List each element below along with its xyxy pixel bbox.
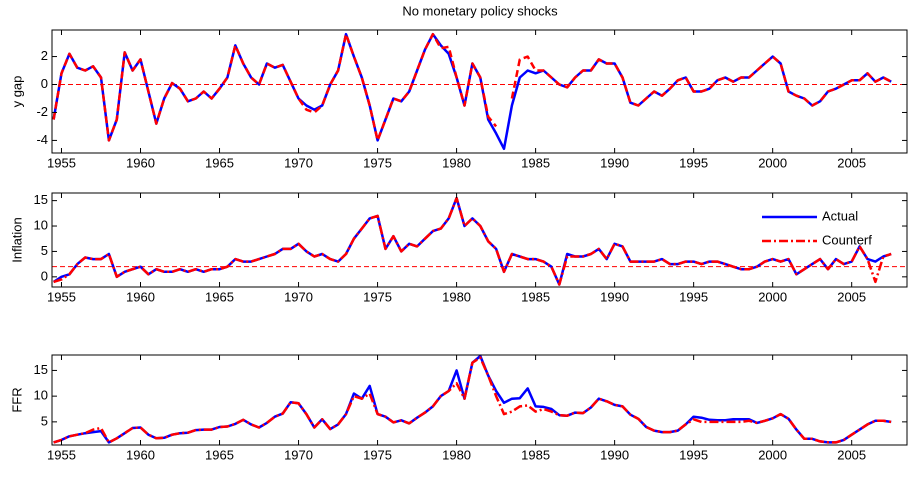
- x-tick-label: 2000: [758, 289, 787, 304]
- x-tick-label: 1975: [363, 289, 392, 304]
- y-tick-label: 15: [34, 362, 48, 377]
- series-line: [52, 32, 892, 142]
- x-tick-label: 1995: [679, 289, 708, 304]
- y-tick-label: 15: [34, 192, 48, 207]
- x-tick-label: 1985: [521, 289, 550, 304]
- y-tick-label: 10: [34, 388, 48, 403]
- x-tick-label: 1970: [284, 155, 313, 170]
- x-tick-label: 1960: [126, 447, 155, 462]
- x-tick-label: 1960: [126, 289, 155, 304]
- x-tick-label: 1995: [679, 155, 708, 170]
- x-tick-label: 2000: [758, 155, 787, 170]
- y-tick-label: 2: [41, 48, 48, 63]
- x-tick-label: 1955: [47, 447, 76, 462]
- x-tick-label: 1965: [205, 289, 234, 304]
- x-tick-label: 1965: [205, 447, 234, 462]
- plot-area: [52, 30, 907, 153]
- x-tick-label: 1985: [521, 447, 550, 462]
- y-axis-label: Inflation: [9, 217, 24, 263]
- x-tick-label: 1955: [47, 155, 76, 170]
- y-tick-label: 5: [41, 243, 48, 258]
- y-axis-label: FFR: [9, 387, 24, 412]
- y-tick-label: -4: [36, 132, 48, 147]
- y-tick-label: 5: [41, 413, 48, 428]
- x-tick-label: 1990: [600, 289, 629, 304]
- x-tick-label: 1980: [442, 155, 471, 170]
- y-tick-label: 10: [34, 217, 48, 232]
- x-tick-label: 2005: [837, 289, 866, 304]
- x-tick-label: 1960: [126, 155, 155, 170]
- x-tick-label: 1990: [600, 155, 629, 170]
- x-tick-label: 1990: [600, 447, 629, 462]
- legend-label: Actual: [822, 208, 858, 223]
- x-tick-label: 1970: [284, 447, 313, 462]
- y-axis-label: y gap: [9, 76, 24, 108]
- plot-area: [52, 193, 907, 287]
- y-tick-label: -2: [36, 104, 48, 119]
- plot-frame: [51, 354, 908, 446]
- x-tick-label: 2005: [837, 155, 866, 170]
- series-line: [53, 356, 892, 444]
- x-tick-label: 2005: [837, 447, 866, 462]
- x-tick-label: 2000: [758, 447, 787, 462]
- legend-label: Counterf: [822, 232, 872, 247]
- plot-area: [52, 355, 907, 445]
- figure-title: No monetary policy shocks: [402, 3, 558, 18]
- x-tick-label: 1975: [363, 155, 392, 170]
- x-tick-label: 1965: [205, 155, 234, 170]
- plot-frame: [51, 192, 908, 288]
- x-tick-label: 1955: [47, 289, 76, 304]
- x-tick-label: 1995: [679, 447, 708, 462]
- y-tick-label: 0: [41, 76, 48, 91]
- x-tick-label: 1980: [442, 447, 471, 462]
- plot-frame: [51, 29, 908, 154]
- x-tick-label: 1970: [284, 289, 313, 304]
- x-tick-label: 1975: [363, 447, 392, 462]
- y-tick-label: 0: [41, 268, 48, 283]
- x-tick-label: 1985: [521, 155, 550, 170]
- x-tick-label: 1980: [442, 289, 471, 304]
- series-line: [53, 196, 892, 286]
